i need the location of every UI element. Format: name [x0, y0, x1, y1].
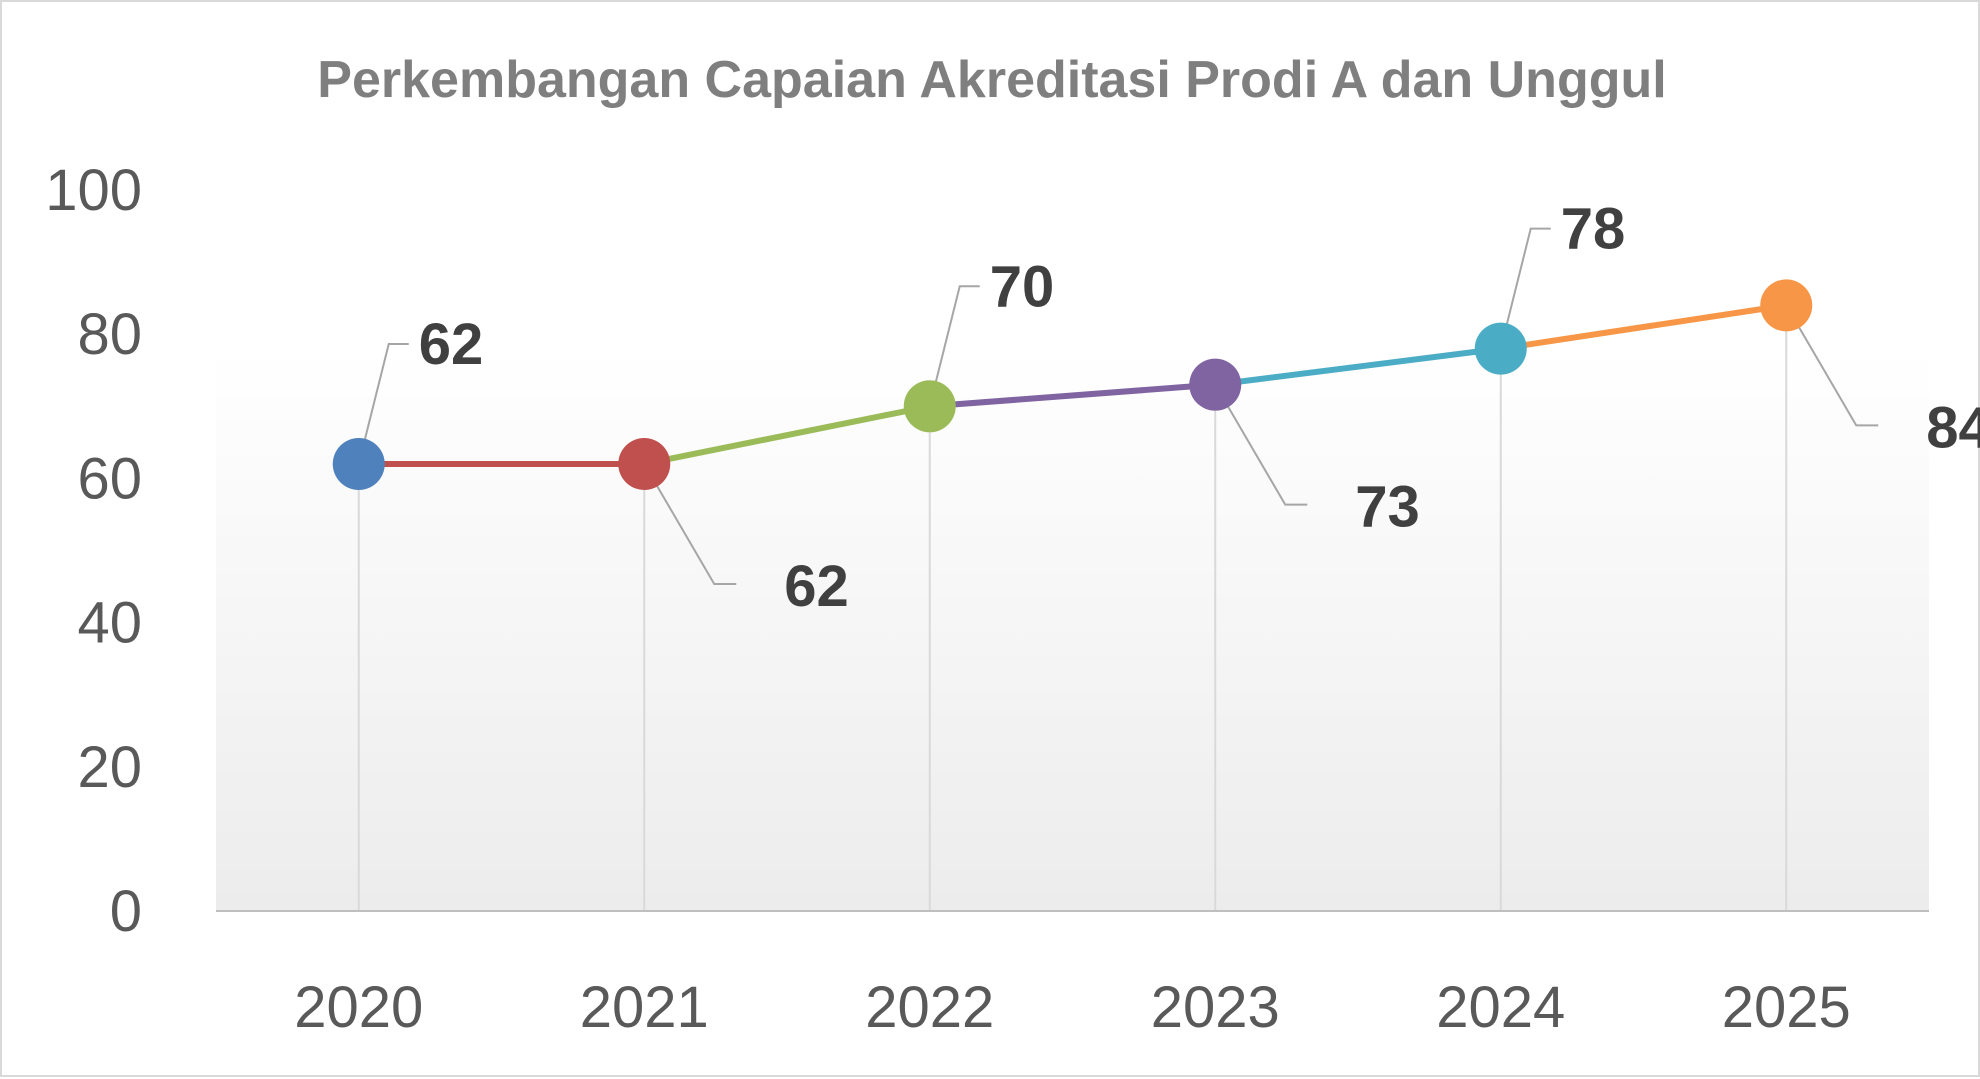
x-tick-label: 2021	[580, 975, 709, 1040]
chart-title: Perkembangan Capaian Akreditasi Prodi A …	[317, 51, 1666, 109]
x-tick-label: 2023	[1151, 975, 1280, 1040]
x-tick-label: 2020	[294, 975, 423, 1040]
label-leader-line	[1214, 384, 1308, 506]
label-leader-line	[1499, 227, 1551, 349]
data-point	[1474, 322, 1527, 375]
label-leader-lines	[357, 227, 1879, 585]
data-label: 73	[1355, 475, 1420, 540]
label-leader-line	[1785, 304, 1879, 427]
x-axis-ticks: 2020 2021 2022 2023 2024 2025	[294, 975, 1851, 1040]
label-leader-line	[928, 285, 980, 407]
data-label: 62	[419, 312, 484, 377]
data-points	[332, 279, 1813, 490]
label-leader-line	[357, 342, 409, 465]
y-tick-label: 100	[45, 158, 142, 223]
data-point	[618, 437, 671, 490]
drop-lines	[357, 305, 1788, 911]
label-leader-line	[643, 463, 737, 585]
y-tick-label: 60	[77, 446, 142, 511]
data-label: 62	[784, 554, 849, 619]
series-segment	[926, 381, 1219, 410]
series-line	[355, 302, 1790, 467]
series-segment	[1212, 345, 1504, 388]
data-point	[903, 380, 956, 433]
data-labels: 62 62 70 73 78 84	[419, 197, 1980, 619]
y-tick-label: 0	[110, 879, 142, 944]
series-segment	[641, 403, 933, 467]
x-tick-label: 2022	[865, 975, 994, 1040]
data-point	[332, 437, 385, 490]
y-tick-label: 40	[77, 591, 142, 656]
x-tick-label: 2025	[1722, 975, 1851, 1040]
y-axis-ticks: 0 20 40 60 80 100	[45, 158, 142, 944]
y-tick-label: 20	[77, 735, 142, 800]
y-tick-label: 80	[77, 302, 142, 367]
data-point	[1189, 358, 1242, 411]
series-segment	[1497, 302, 1790, 352]
plot-area	[216, 348, 1929, 911]
data-point	[1760, 279, 1813, 332]
x-tick-label: 2024	[1436, 975, 1565, 1040]
data-label: 84	[1926, 395, 1980, 460]
data-label: 78	[1561, 197, 1626, 262]
data-label: 70	[990, 254, 1055, 319]
